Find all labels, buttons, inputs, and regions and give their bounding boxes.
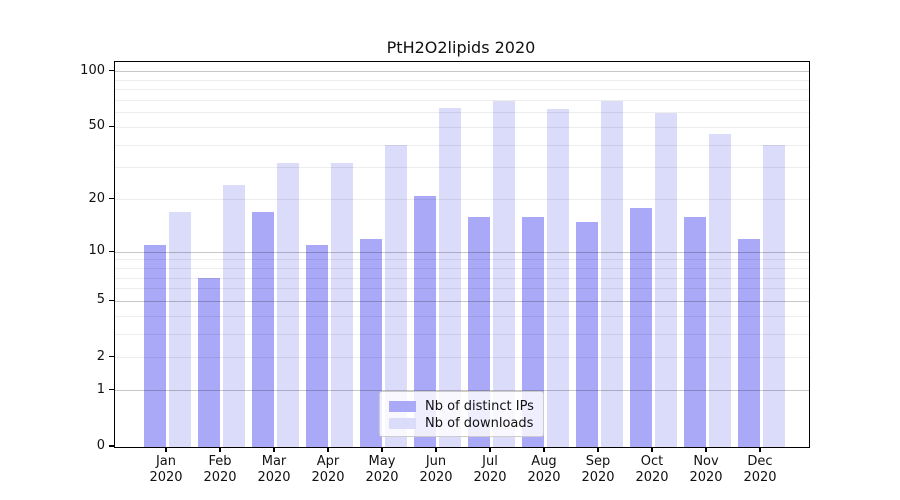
y-tick-label-1: 1 xyxy=(96,381,105,397)
bars-layer xyxy=(115,62,809,447)
y-tick-label-10: 10 xyxy=(88,243,105,259)
y-tick-mark-50 xyxy=(109,125,114,127)
x-tick-label-aug: Aug 2020 xyxy=(527,454,561,485)
x-tick-mark-dec xyxy=(759,447,761,452)
x-tick-label-nov: Nov 2020 xyxy=(689,454,723,485)
y-tick-mark-2 xyxy=(109,356,114,358)
x-tick-label-jan: Jan 2020 xyxy=(149,454,183,485)
x-tick-label-sep: Sep 2020 xyxy=(581,454,615,485)
chart-title: PtH2O2lipids 2020 xyxy=(386,38,536,57)
bar-ips-dec xyxy=(737,238,760,447)
x-tick-mark-oct xyxy=(651,447,653,452)
x-tick-label-oct: Oct 2020 xyxy=(635,454,669,485)
y-tick-mark-1 xyxy=(109,389,114,391)
x-tick-mark-aug xyxy=(543,447,545,452)
plot-area xyxy=(114,61,810,448)
bar-ips-feb xyxy=(197,278,220,447)
x-tick-label-jul: Jul 2020 xyxy=(473,454,507,485)
bar-downloads-dec xyxy=(762,145,785,447)
y-tick-label-100: 100 xyxy=(80,62,105,78)
bar-ips-aug xyxy=(521,216,544,447)
bar-downloads-apr xyxy=(330,162,353,447)
bar-downloads-nov xyxy=(708,134,731,447)
bar-downloads-jan xyxy=(168,212,191,447)
legend-label-distinct-ips: Nb of distinct IPs xyxy=(425,398,534,414)
x-tick-mark-mar xyxy=(273,447,275,452)
bar-downloads-mar xyxy=(276,162,299,447)
bar-downloads-jun xyxy=(438,107,461,447)
x-tick-mark-jan xyxy=(165,447,167,452)
x-tick-label-mar: Mar 2020 xyxy=(257,454,291,485)
x-tick-mark-nov xyxy=(705,447,707,452)
legend-entry-distinct-ips: Nb of distinct IPs xyxy=(389,398,534,414)
y-tick-label-50: 50 xyxy=(88,118,105,134)
y-tick-mark-5 xyxy=(109,299,114,301)
bar-downloads-feb xyxy=(222,185,245,447)
bar-ips-may xyxy=(359,238,382,447)
legend: Nb of distinct IPs Nb of downloads xyxy=(379,391,544,437)
bar-ips-sep xyxy=(575,221,598,447)
x-tick-mark-jul xyxy=(489,447,491,452)
x-tick-label-apr: Apr 2020 xyxy=(311,454,345,485)
x-tick-label-dec: Dec 2020 xyxy=(743,454,777,485)
x-tick-label-may: May 2020 xyxy=(365,454,399,485)
y-tick-mark-100 xyxy=(109,70,114,72)
x-tick-mark-feb xyxy=(219,447,221,452)
bar-downloads-may xyxy=(384,145,407,447)
x-tick-label-jun: Jun 2020 xyxy=(419,454,453,485)
y-tick-mark-10 xyxy=(109,250,114,252)
y-tick-mark-20 xyxy=(109,197,114,200)
bar-downloads-sep xyxy=(600,100,623,447)
x-tick-mark-sep xyxy=(597,447,599,452)
bar-downloads-aug xyxy=(546,108,569,447)
x-tick-label-feb: Feb 2020 xyxy=(203,454,237,485)
y-tick-label-2: 2 xyxy=(96,348,105,364)
y-tick-label-0: 0 xyxy=(96,438,105,453)
bar-ips-jan xyxy=(143,245,166,447)
bar-ips-nov xyxy=(683,216,706,447)
bar-ips-jun xyxy=(413,195,436,447)
legend-swatch-downloads xyxy=(389,417,416,429)
bar-ips-jul xyxy=(467,216,490,447)
bar-ips-apr xyxy=(305,245,328,447)
legend-swatch-distinct-ips xyxy=(389,400,416,412)
y-tick-mark-0 xyxy=(109,445,114,447)
bar-ips-oct xyxy=(629,207,652,447)
bar-downloads-oct xyxy=(654,112,677,447)
y-tick-label-20: 20 xyxy=(88,190,105,206)
legend-entry-downloads: Nb of downloads xyxy=(389,415,534,431)
x-tick-mark-may xyxy=(381,447,383,452)
legend-label-downloads: Nb of downloads xyxy=(425,415,534,431)
bar-ips-mar xyxy=(251,212,274,447)
bar-downloads-jul xyxy=(492,100,515,447)
y-tick-label-5: 5 xyxy=(96,292,105,308)
x-tick-mark-apr xyxy=(327,447,329,452)
x-tick-mark-jun xyxy=(435,447,437,452)
